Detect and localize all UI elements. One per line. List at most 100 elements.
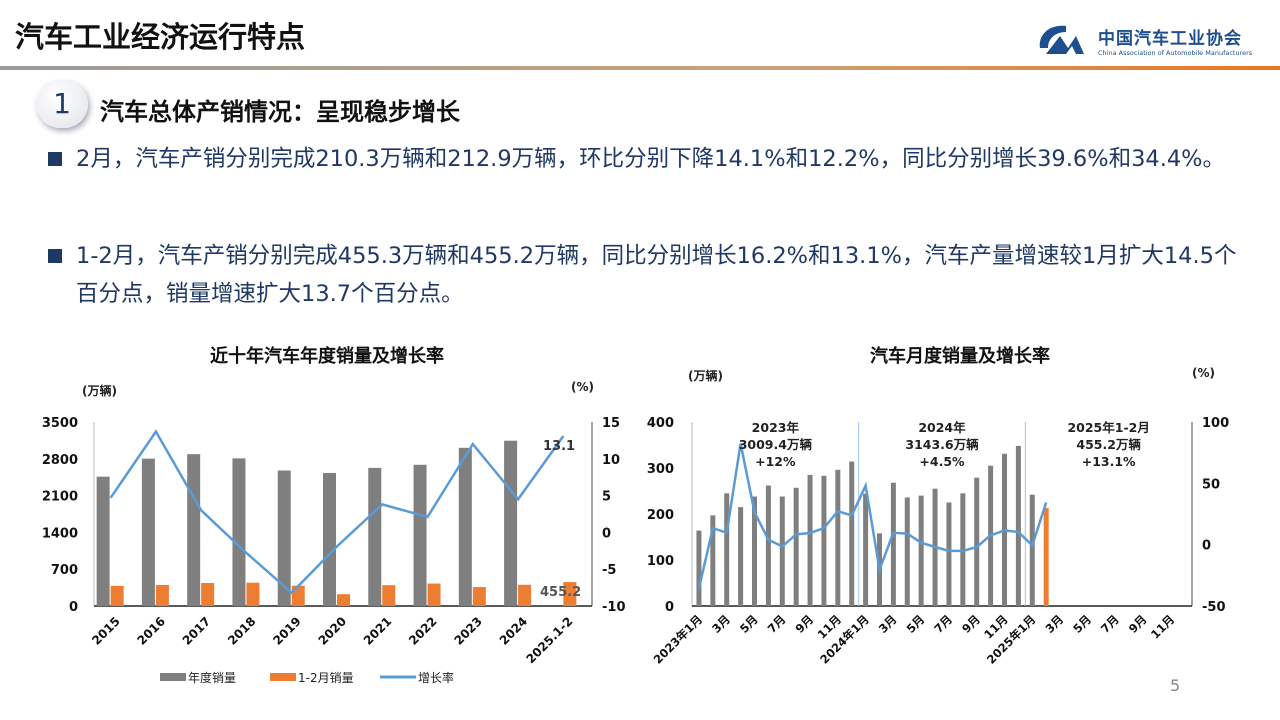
chart-title: 汽车月度销量及增长率: [870, 345, 1050, 367]
bar-annual-sales: [187, 454, 201, 606]
y-axis-unit: (万辆): [82, 383, 117, 398]
bar-monthly-sales: [724, 493, 730, 606]
bar-monthly-sales: [738, 507, 744, 606]
caam-logo-mark-icon: [1039, 25, 1084, 54]
x-tick-label: 7月: [931, 612, 955, 636]
bar-annual-sales: [458, 447, 472, 606]
x-tick-label: 2024: [497, 614, 531, 648]
growth-rate-line: [109, 429, 565, 595]
bar-jan-feb-sales: [563, 582, 577, 606]
period-annotation-growth: +4.5%: [919, 454, 965, 469]
y-axis-unit: (万辆): [688, 368, 723, 383]
y2-axis-unit: (%): [571, 380, 594, 394]
bar-monthly-sales: [765, 485, 771, 606]
y-tick-label: 400: [647, 416, 674, 431]
legend-label: 年度销量: [188, 670, 236, 685]
x-tick-label: 7月: [765, 612, 789, 636]
y-tick-label: 300: [647, 462, 674, 477]
data-label-growth: 13.1: [543, 439, 575, 454]
bullet-text: 2月，汽车产销分别完成210.3万辆和212.9万辆，环比分别下降14.1%和1…: [76, 146, 1226, 172]
y2-tick-label: 15: [602, 416, 620, 431]
bar-monthly-sales: [793, 487, 799, 606]
y2-axis-unit: (%): [1192, 366, 1215, 380]
x-tick-label: 5月: [1070, 612, 1094, 636]
y2-tick-label: 0: [1202, 539, 1211, 554]
y-tick-label: 200: [647, 508, 674, 523]
bullet-item: 2月，汽车产销分别完成210.3万辆和212.9万辆，环比分别下降14.1%和1…: [48, 140, 1248, 178]
bar-monthly-sales: [696, 530, 702, 606]
y2-tick-label: 10: [602, 453, 620, 468]
x-tick-label: 2022: [406, 614, 440, 648]
bar-monthly-sales: [779, 496, 785, 606]
x-tick-label: 9月: [1126, 612, 1150, 636]
y-tick-label: 700: [51, 563, 78, 578]
bar-annual-sales: [96, 476, 110, 606]
growth-rate-line: [697, 443, 1048, 589]
bar-jan-feb-sales: [382, 585, 396, 606]
bar-annual-sales: [277, 470, 291, 606]
x-tick-label: 9月: [959, 612, 983, 636]
bar-monthly-sales: [835, 469, 841, 606]
x-tick-label: 9月: [792, 612, 816, 636]
x-tick-label: 3月: [709, 612, 733, 636]
bar-jan-feb-sales: [291, 585, 305, 606]
bar-annual-sales: [141, 458, 155, 606]
y-tick-label: 0: [665, 600, 674, 615]
bar-monthly-sales: [904, 497, 910, 606]
x-tick-label: 2017: [180, 614, 214, 648]
x-tick-label: 3月: [876, 612, 900, 636]
page-number: 5: [1170, 676, 1181, 695]
bullet-item: 1-2月，汽车产销分别完成455.3万辆和455.2万辆，同比分别增长16.2%…: [48, 237, 1248, 313]
bar-monthly-sales: [849, 461, 855, 606]
period-annotation-total: 3143.6万辆: [905, 437, 979, 452]
bar-monthly-sales: [821, 475, 827, 606]
y-tick-label: 2100: [42, 490, 78, 505]
y-tick-label: 3500: [42, 416, 78, 431]
bar-monthly-sales: [863, 493, 869, 606]
header-divider: [0, 66, 1280, 70]
y2-tick-label: 50: [1202, 477, 1220, 492]
slide-title: 汽车工业经济运行特点: [15, 20, 306, 54]
y-tick-label: 100: [647, 554, 674, 569]
bar-annual-sales: [413, 464, 427, 606]
y2-tick-label: 100: [1202, 416, 1229, 431]
bar-monthly-sales: [974, 477, 980, 606]
y2-tick-label: -50: [1202, 600, 1226, 615]
bar-monthly-sales: [890, 482, 896, 606]
legend-swatch: [270, 673, 296, 681]
x-tick-label: 2023年1月: [651, 612, 705, 666]
y2-tick-label: -5: [602, 563, 616, 578]
period-annotation-year: 2025年1-2月: [1067, 420, 1149, 435]
bar-monthly-sales: [752, 496, 757, 606]
period-annotation-year: 2024年: [918, 420, 966, 435]
bar-annual-sales: [368, 467, 382, 606]
bar-jan-feb-sales: [155, 584, 169, 606]
data-label-sales: 455.2: [540, 585, 581, 600]
bar-annual-sales: [323, 472, 336, 606]
chart-title: 近十年汽车年度销量及增长率: [210, 345, 444, 367]
legend-label: 1-2月销量: [298, 671, 354, 685]
y-tick-label: 2800: [42, 453, 78, 468]
bar-monthly-sales: [1015, 445, 1021, 606]
x-tick-label: 7月: [1098, 612, 1122, 636]
period-annotation-total: 455.2万辆: [1076, 437, 1141, 452]
bar-annual-sales: [232, 458, 246, 606]
legend-label: 增长率: [418, 670, 454, 685]
x-tick-label: 11月: [1148, 612, 1177, 641]
period-annotation-year: 2023年: [752, 420, 800, 435]
annual-sales-chart: 近十年汽车年度销量及增长率 (万辆) (%) 0 700 1400 2100 2800 3500…: [42, 345, 626, 685]
y2-tick-label: -10: [602, 600, 626, 615]
x-tick-label: 2020: [316, 614, 350, 648]
x-tick-label: 5月: [904, 612, 928, 636]
x-tick-label: 2025.1-2: [523, 614, 575, 666]
square-bullet-icon: [48, 249, 62, 263]
y-tick-label: 1400: [42, 526, 78, 541]
bar-jan-feb-sales: [472, 587, 486, 606]
section-heading: 汽车总体产销情况：呈现稳步增长: [100, 98, 460, 126]
monthly-sales-chart: 汽车月度销量及增长率 (万辆) (%) 0 100 200 300 400 -50 0 50 100 2…: [647, 345, 1229, 667]
y2-tick-label: 0: [602, 526, 611, 541]
bar-monthly-sales: [918, 495, 924, 606]
x-tick-label: 2023: [451, 614, 485, 648]
bar-monthly-sales: [1043, 508, 1049, 606]
x-tick-label: 3月: [1042, 612, 1066, 636]
